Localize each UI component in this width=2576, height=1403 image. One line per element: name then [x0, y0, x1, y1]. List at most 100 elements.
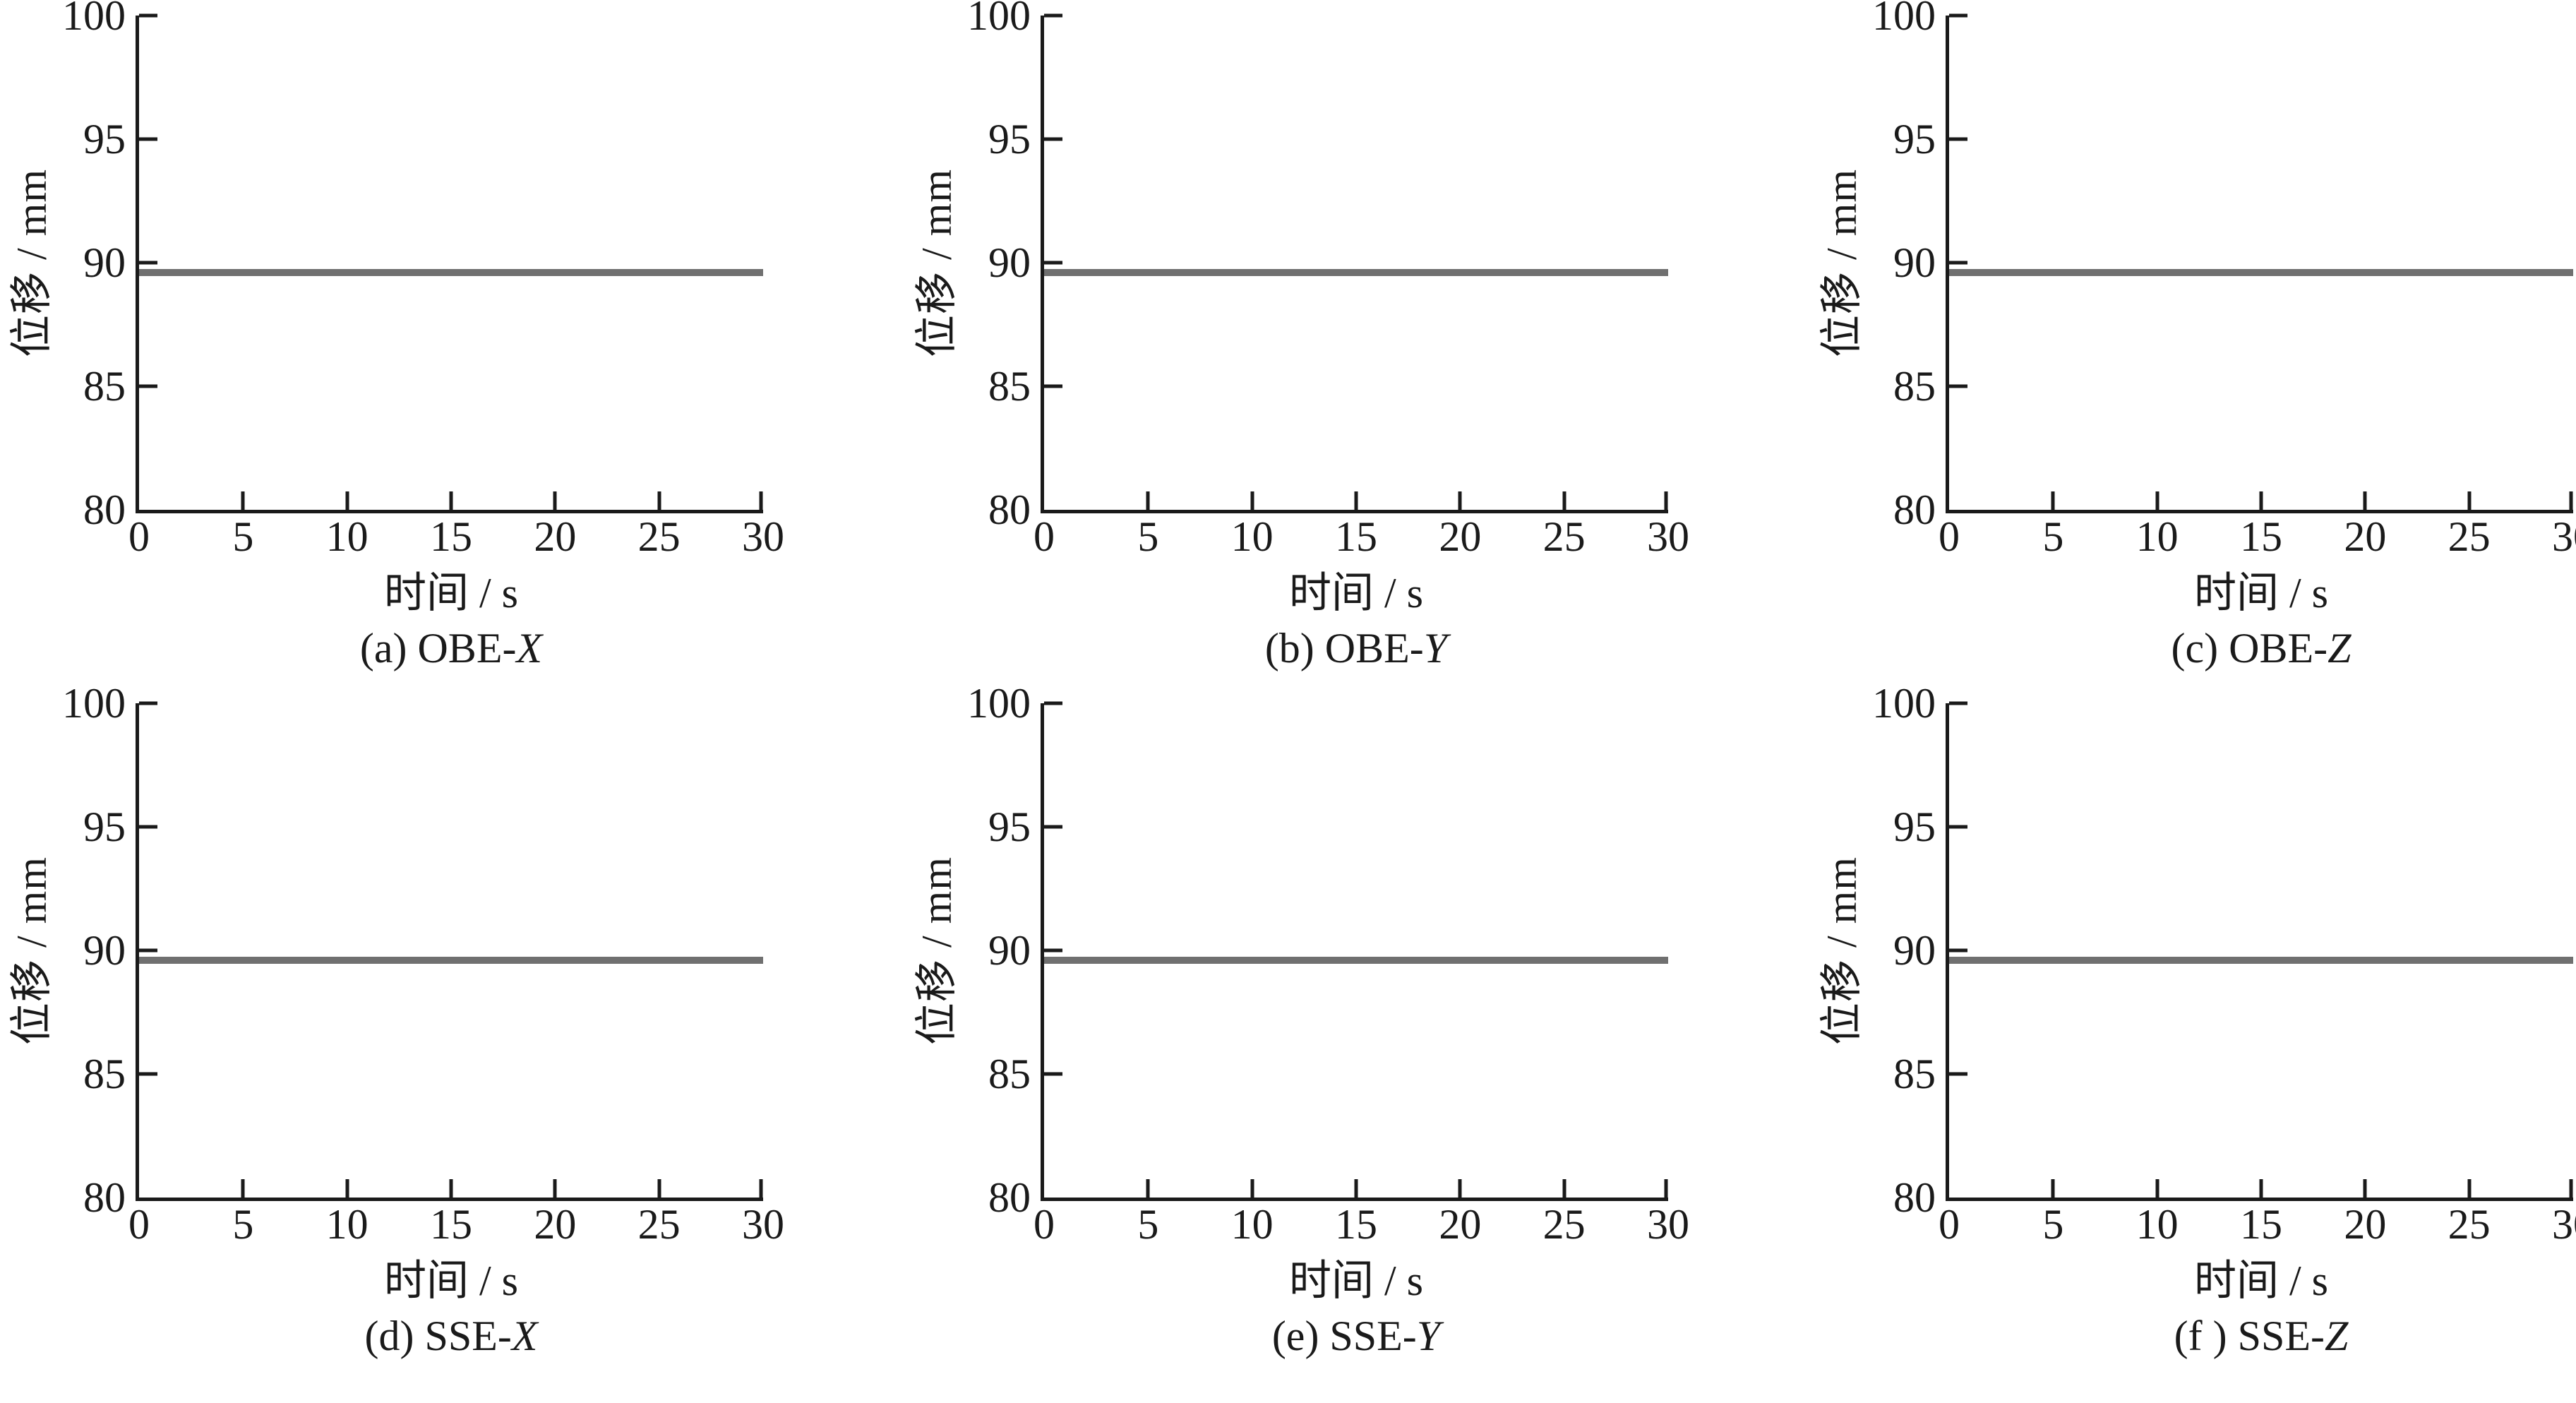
y-tick-label-90: 90	[1893, 239, 1936, 286]
y-axis-tick-labels: 100 95 90 85 80	[1862, 0, 1946, 531]
x-axis-tick-labels: 0 5 10 15 20 25 30	[128, 1198, 784, 1251]
x-axis-tick-labels: 0 5 10 15 20 25 30	[1939, 1198, 2576, 1251]
y-tick-mark	[1044, 137, 1062, 141]
subplot-sse-y: 位移 / mm 100 95 90 85 80	[908, 682, 1689, 1361]
x-tick-mark	[759, 1179, 763, 1198]
x-tick-label-25: 25	[2448, 513, 2491, 560]
x-tick-label-20: 20	[534, 1201, 577, 1248]
x-axis-tick-labels: 0 5 10 15 20 25 30	[128, 510, 784, 563]
x-tick-mark	[2363, 491, 2367, 510]
x-tick-label-15: 15	[2240, 1201, 2282, 1248]
y-tick-label-95: 95	[1893, 116, 1936, 162]
caption-axis-letter: Y	[1416, 1313, 1441, 1359]
y-tick-label-100: 100	[967, 0, 1031, 39]
displacement-line	[139, 957, 763, 964]
x-tick-mark	[345, 1179, 349, 1198]
subplot-sse-x: 位移 / mm 100 95 90 85 80	[3, 682, 784, 1361]
x-tick-label-20: 20	[2344, 513, 2387, 560]
x-tick-mark	[2569, 491, 2573, 510]
x-tick-mark	[449, 491, 453, 510]
y-tick-mark	[139, 13, 157, 18]
y-tick-label-100: 100	[1872, 0, 1936, 39]
y-tick-label-100: 100	[62, 680, 126, 727]
plot-band: 位移 / mm 100 95 90 85 80	[3, 0, 763, 531]
y-tick-mark	[1044, 13, 1062, 18]
y-tick-mark	[1044, 1072, 1062, 1076]
y-tick-label-100: 100	[1872, 680, 1936, 727]
x-tick-label-5: 5	[1137, 1201, 1159, 1248]
y-tick-label-85: 85	[988, 1051, 1031, 1097]
x-tick-label-10: 10	[2135, 1201, 2179, 1248]
y-tick-label-90: 90	[1893, 927, 1936, 974]
y-axis-title-container: 位移 / mm	[908, 16, 960, 510]
y-tick-label-90: 90	[988, 239, 1031, 286]
plot-band: 位移 / mm 100 95 90 85 80	[908, 0, 1668, 531]
x-tick-label-5: 5	[232, 513, 254, 560]
x-tick-label-20: 20	[534, 513, 577, 560]
displacement-line	[1949, 957, 2573, 964]
caption-index: (a)	[359, 625, 418, 671]
plot-band: 位移 / mm 100 95 90 85 80	[1813, 682, 2573, 1219]
x-axis-title: 时间 / s	[2193, 570, 2329, 616]
x-tick-mark	[2467, 1179, 2472, 1198]
x-tick-mark	[345, 491, 349, 510]
y-tick-mark	[139, 825, 157, 829]
plot-area	[1041, 701, 1668, 1201]
x-tick-label-10: 10	[1230, 1201, 1274, 1248]
plot-band: 位移 / mm 100 95 90 85 80	[3, 682, 763, 1219]
y-tick-mark	[1949, 13, 1967, 18]
subplot-caption: (e) SSE-Y	[1044, 1311, 1668, 1361]
y-tick-mark	[1949, 948, 1967, 953]
x-axis-title: 时间 / s	[383, 1258, 519, 1304]
y-axis-title-container: 位移 / mm	[3, 16, 55, 510]
x-tick-mark	[2155, 491, 2159, 510]
y-axis-tick-labels: 100 95 90 85 80	[1862, 682, 1946, 1219]
x-tick-label-30: 30	[742, 1201, 784, 1248]
x-axis-title: 时间 / s	[383, 570, 519, 616]
y-tick-label-95: 95	[1893, 804, 1936, 850]
x-tick-mark	[1458, 491, 1462, 510]
y-tick-mark	[139, 261, 157, 265]
plot-band: 位移 / mm 100 95 90 85 80	[1813, 0, 2573, 531]
y-tick-label-80: 80	[83, 486, 126, 533]
x-tick-label-25: 25	[2448, 1201, 2491, 1248]
x-tick-label-5: 5	[2042, 513, 2064, 560]
y-tick-label-90: 90	[988, 927, 1031, 974]
x-tick-label-20: 20	[2344, 1201, 2387, 1248]
x-tick-mark	[1354, 1179, 1358, 1198]
x-tick-mark	[449, 1179, 453, 1198]
y-tick-mark	[139, 137, 157, 141]
y-tick-label-80: 80	[988, 1174, 1031, 1221]
x-tick-mark	[1146, 1179, 1150, 1198]
x-tick-label-0: 0	[128, 1201, 150, 1248]
y-tick-label-85: 85	[1893, 1051, 1936, 1097]
y-axis-tick-labels: 100 95 90 85 80	[52, 682, 136, 1219]
caption-base: OBE-	[2229, 625, 2328, 671]
y-axis-title: 位移 / mm	[913, 856, 960, 1045]
y-tick-label-80: 80	[988, 486, 1031, 533]
x-tick-mark	[2051, 1179, 2055, 1198]
y-tick-mark	[1949, 261, 1967, 265]
y-axis-title: 位移 / mm	[1818, 856, 1865, 1045]
caption-index: (c)	[2171, 625, 2229, 671]
displacement-line	[1949, 269, 2573, 276]
caption-axis-letter: X	[516, 625, 543, 671]
y-tick-label-95: 95	[988, 804, 1031, 850]
x-tick-mark	[2259, 1179, 2263, 1198]
y-tick-mark	[139, 701, 157, 705]
x-tick-label-30: 30	[742, 513, 784, 560]
x-tick-label-10: 10	[325, 1201, 369, 1248]
y-axis-tick-labels: 100 95 90 85 80	[957, 0, 1041, 531]
x-axis-tick-labels: 0 5 10 15 20 25 30	[1939, 510, 2576, 563]
x-tick-label-0: 0	[1034, 1201, 1055, 1248]
subplot-caption: (d) SSE-X	[139, 1311, 763, 1361]
caption-base: SSE-	[424, 1313, 512, 1359]
y-tick-mark	[1044, 825, 1062, 829]
x-tick-mark	[759, 491, 763, 510]
caption-index: (f )	[2174, 1313, 2238, 1359]
caption-base: SSE-	[2237, 1313, 2325, 1359]
x-tick-mark	[241, 1179, 245, 1198]
x-tick-label-0: 0	[1034, 513, 1055, 560]
y-tick-mark	[139, 948, 157, 953]
x-tick-mark	[1664, 1179, 1668, 1198]
